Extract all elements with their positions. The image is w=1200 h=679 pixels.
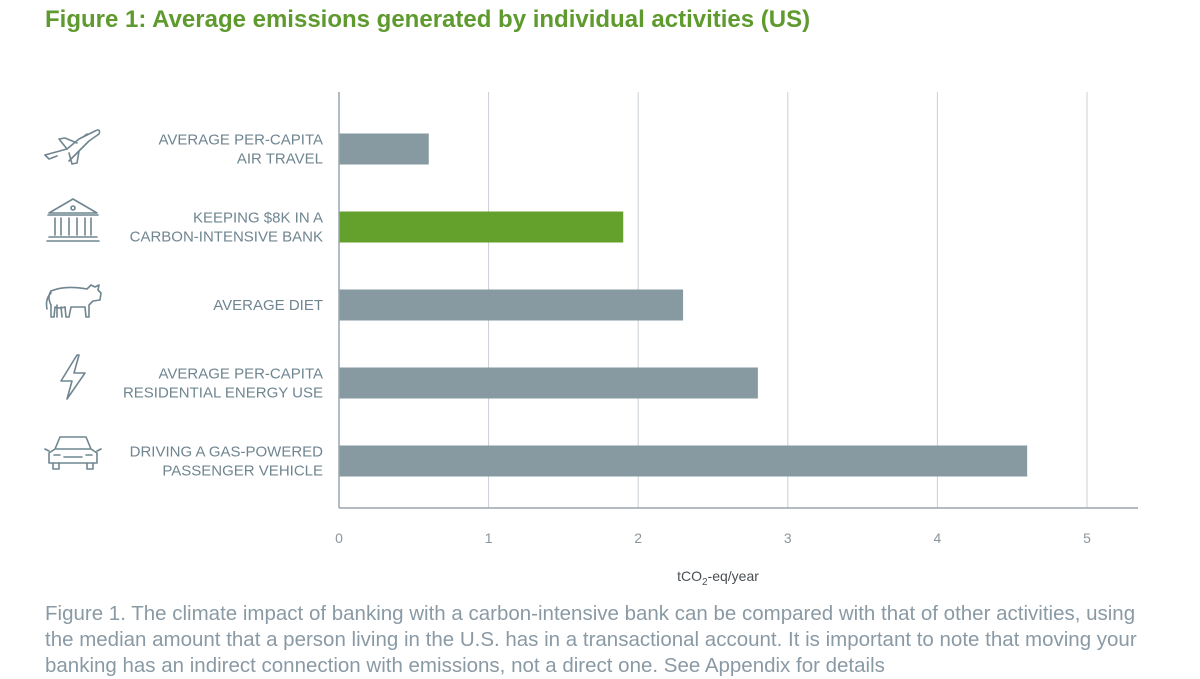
airplane-icon (44, 129, 101, 165)
x-tick-label-5: 5 (1083, 530, 1091, 546)
category-icons (44, 129, 102, 470)
category-label-4-line-0: DRIVING A GAS-POWERED (130, 444, 324, 461)
x-tick-label-0: 0 (335, 530, 343, 546)
category-label-1-line-0: KEEPING $8K IN A (193, 210, 323, 227)
bar-1 (339, 211, 624, 243)
lightning-icon (60, 354, 86, 400)
category-labels: AVERAGE PER-CAPITA AIR TRAVEL KEEPING $8K … (123, 132, 323, 480)
cow-icon (45, 284, 102, 318)
category-label-0-line-1: AIR TRAVEL (237, 151, 323, 168)
bar-2 (339, 289, 684, 321)
figure-caption: Figure 1. The climate impact of banking … (45, 602, 1137, 677)
bar-chart: AVERAGE PER-CAPITA AIR TRAVEL KEEPING $8K … (44, 92, 1138, 588)
bank-icon (46, 198, 100, 242)
bar-4 (339, 445, 1028, 477)
category-label-0-line-0: AVERAGE PER-CAPITA (159, 132, 323, 149)
x-tick-label-3: 3 (784, 530, 792, 546)
category-label-1-line-1: CARBON-INTENSIVE BANK (130, 229, 323, 246)
car-icon (44, 436, 102, 470)
x-tick-labels: 0 1 2 3 4 5 (335, 530, 1091, 546)
bar-3 (339, 367, 758, 399)
x-axis-label: tCO2-eq/year (677, 568, 759, 588)
category-label-2-line-0: AVERAGE DIET (213, 297, 323, 314)
x-tick-label-4: 4 (934, 530, 942, 546)
category-label-4-line-1: PASSENGER VEHICLE (162, 463, 323, 480)
x-tick-label-1: 1 (485, 530, 493, 546)
x-tick-label-2: 2 (634, 530, 642, 546)
category-label-3-line-0: AVERAGE PER-CAPITA (159, 366, 323, 383)
axes (338, 92, 1138, 509)
category-label-3-line-1: RESIDENTIAL ENERGY USE (123, 385, 323, 402)
bar-0 (339, 133, 429, 165)
bars (339, 133, 1028, 477)
chart-title: Figure 1: Average emissions generated by… (45, 6, 811, 33)
